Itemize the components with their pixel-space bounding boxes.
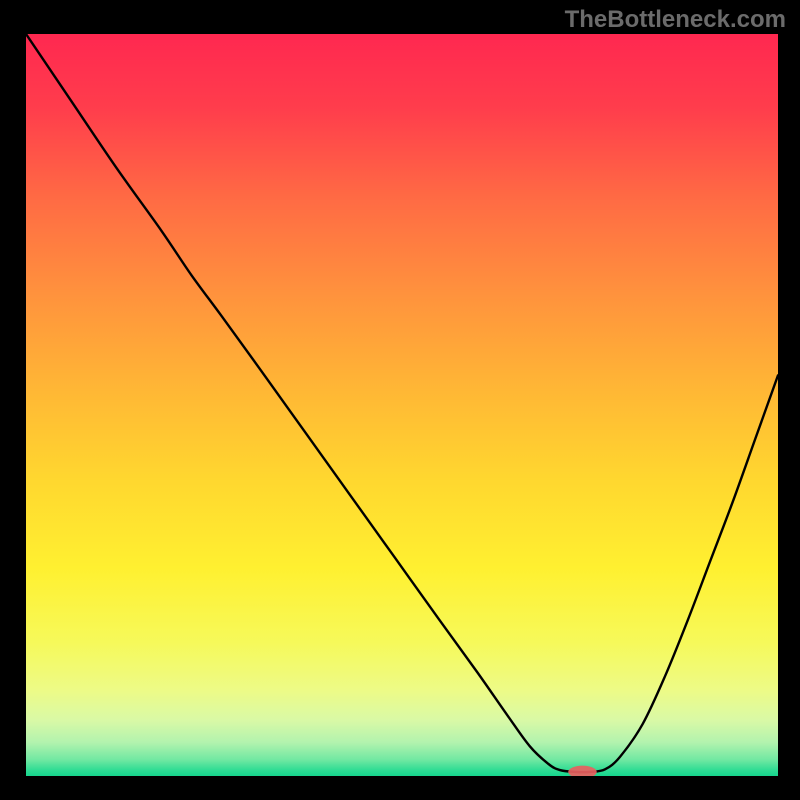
- chart-background: [26, 34, 778, 776]
- plot-area: [26, 34, 778, 776]
- bottleneck-chart: [26, 34, 778, 776]
- watermark-text: TheBottleneck.com: [565, 6, 786, 34]
- outer-frame: TheBottleneck.com: [0, 0, 800, 800]
